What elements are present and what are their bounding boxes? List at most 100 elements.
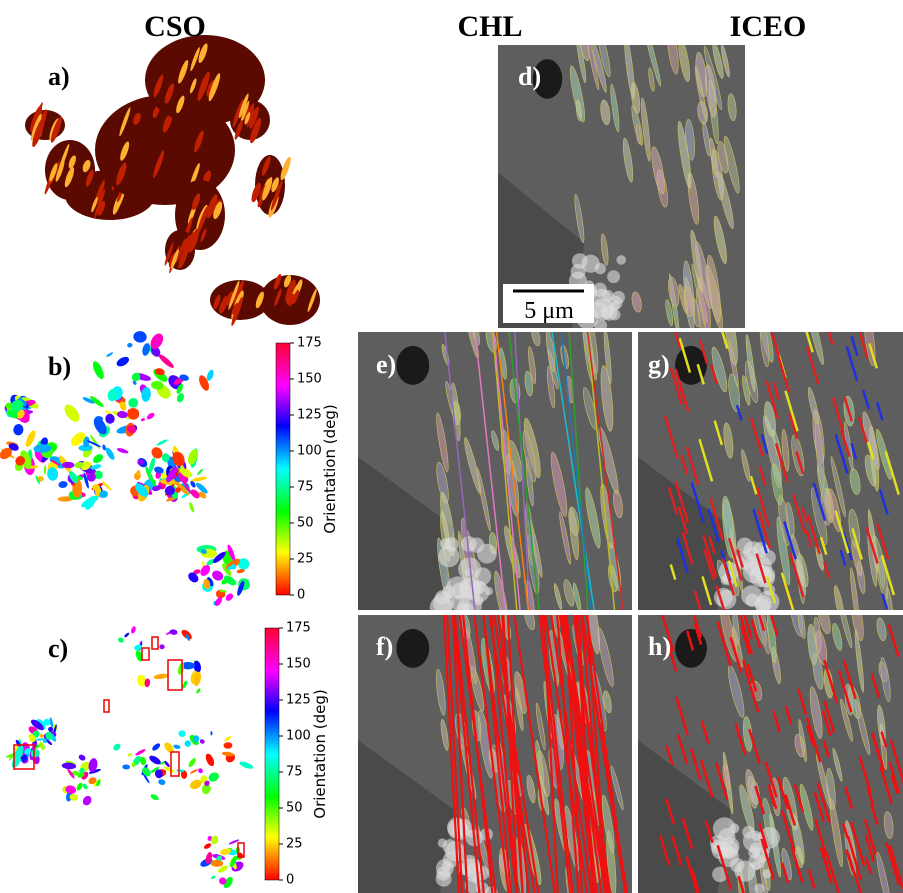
colorbar-tick-label: 25 <box>286 837 303 852</box>
orientation-patch <box>223 742 232 749</box>
orientation-patch <box>156 438 168 446</box>
orientation-patch <box>176 392 186 403</box>
bright-cluster <box>752 833 760 841</box>
colorbar-tick-label: 75 <box>297 480 314 495</box>
orientation-patch <box>224 592 234 602</box>
panel-label: f) <box>376 632 393 661</box>
panel-label: h) <box>648 632 671 661</box>
orientation-patch <box>162 741 175 755</box>
dark-hole <box>675 629 707 668</box>
bright-cluster <box>761 550 776 565</box>
orientation-patch <box>153 673 168 680</box>
orientation-patch <box>203 842 212 850</box>
orientation-patch <box>224 735 233 742</box>
orientation-patch <box>101 480 112 491</box>
colorbar-tick-label: 100 <box>297 444 322 459</box>
colorbar-tick-label: 175 <box>297 336 322 351</box>
orientation-patch <box>112 742 122 752</box>
orientation-patch <box>140 418 145 422</box>
bright-cluster <box>462 603 474 615</box>
orientation-patch <box>124 632 130 638</box>
colorbar-tick-label: 50 <box>297 516 314 531</box>
bright-cluster <box>477 544 497 564</box>
colorbar-tick-label: 125 <box>286 693 311 708</box>
orientation-patch <box>58 481 68 489</box>
panel-images <box>0 22 903 893</box>
colorbar <box>276 343 290 595</box>
orientation-patch <box>64 784 76 795</box>
orientation-patch <box>130 626 136 635</box>
panel-label: b) <box>48 352 71 381</box>
orientation-patch <box>191 476 207 482</box>
orientation-patch <box>126 396 140 410</box>
dark-hole <box>396 346 429 385</box>
orientation-patch <box>151 742 162 752</box>
micrograph <box>358 594 632 893</box>
orientation-patch <box>150 793 160 802</box>
colorbar-tick-label: 75 <box>286 765 303 780</box>
orientation-patch <box>116 447 129 454</box>
dark-hole <box>396 629 429 668</box>
panel-label: d) <box>518 62 541 91</box>
orientation-patch <box>199 738 206 744</box>
orientation-patch <box>158 778 167 785</box>
orientation-patch <box>91 452 104 465</box>
colorbar-tick-label: 100 <box>286 729 311 744</box>
orientation-patch <box>141 342 151 356</box>
column-header: CSO <box>144 10 206 43</box>
orientation-patch <box>125 406 142 422</box>
micrograph <box>358 310 632 627</box>
orientation-patch <box>127 753 132 758</box>
orientation-patch <box>239 760 254 770</box>
orientation-patch <box>210 834 220 845</box>
orientation-patch <box>188 502 195 513</box>
orientation-patch <box>169 629 178 636</box>
orientation-patch <box>122 764 130 770</box>
colorbar-tick-label: 0 <box>286 873 294 888</box>
orientation-patch <box>159 644 165 649</box>
colorbar-tick-label: 150 <box>297 372 322 387</box>
bright-cluster <box>602 290 614 302</box>
bright-cluster <box>730 823 740 833</box>
bright-cluster <box>433 592 454 613</box>
orientation-patch <box>190 768 199 774</box>
orientation-patch <box>196 688 202 695</box>
highlight-box <box>142 648 149 660</box>
bright-cluster <box>737 537 753 553</box>
column-header: CHL <box>457 10 522 43</box>
orientation-patch <box>102 444 107 451</box>
orientation-patch <box>13 424 24 436</box>
orientation-patch <box>173 744 181 750</box>
micrograph <box>638 300 903 629</box>
orientation-patch <box>44 465 47 475</box>
panel-label: e) <box>376 350 396 379</box>
orientation-patch <box>82 783 89 791</box>
panel-label: a) <box>48 62 70 91</box>
bright-cluster <box>607 270 620 283</box>
bright-cluster <box>571 264 586 279</box>
highlight-box <box>152 637 158 649</box>
orientation-patch <box>157 353 175 370</box>
bright-cluster <box>616 255 626 265</box>
colorbar-tick-label: 25 <box>297 552 314 567</box>
bright-cluster <box>746 594 759 607</box>
orientation-patch <box>75 782 84 792</box>
colorbar-tick-label: 50 <box>286 801 303 816</box>
scale-bar-label: 5 μm <box>524 298 574 324</box>
orientation-patch <box>177 729 186 738</box>
orientation-patch <box>198 563 212 578</box>
bright-cluster <box>444 537 458 551</box>
orientation-patch <box>210 875 216 880</box>
column-header: ICEO <box>730 10 807 43</box>
figure: CSO CHL ICEO a) b) c) d) e) f) g) h) 5 μ… <box>0 0 903 893</box>
colorbar-label: Orientation (deg) <box>311 689 329 818</box>
orientation-patch <box>127 343 133 348</box>
orientation-patch <box>104 413 116 425</box>
orientation-patch <box>135 748 147 756</box>
orientation-patch <box>210 731 212 735</box>
colorbar-tick-label: 175 <box>286 621 311 636</box>
orientation-patch <box>197 767 204 774</box>
colorbar-tick-label: 125 <box>297 408 322 423</box>
orientation-patch <box>62 402 83 425</box>
orientation-patch <box>197 468 204 475</box>
